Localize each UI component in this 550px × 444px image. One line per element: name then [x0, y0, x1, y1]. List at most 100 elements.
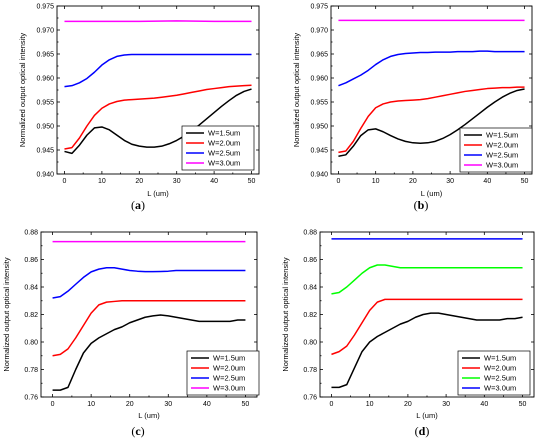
x-tick-label: 30 — [164, 401, 172, 408]
x-tick-label: 10 — [366, 401, 374, 408]
legend-entry: W=2.0um — [208, 139, 240, 148]
y-tick-label: 0.955 — [36, 100, 54, 107]
x-axis-title: L (um) — [147, 189, 169, 198]
y-tick-label: 0.78 — [303, 367, 317, 374]
x-tick-label: 50 — [519, 401, 527, 408]
y-axis-title: Normalized output optical intensity — [2, 257, 11, 371]
y-tick-label: 0.940 — [310, 172, 328, 179]
y-tick-label: 0.86 — [303, 257, 317, 264]
y-axis-title: Normalized output optical intensity — [18, 33, 27, 147]
y-tick-label: 0.84 — [303, 285, 317, 292]
y-tick-label: 0.80 — [303, 340, 317, 347]
panel-d-caption-letter: d — [418, 424, 426, 438]
series-line-w-2-5um — [64, 53, 252, 88]
y-tick-label: 0.960 — [36, 76, 54, 83]
series-line-w-2-0um — [64, 84, 252, 150]
legend-entry: W=2.0um — [484, 364, 516, 373]
x-tick-label: 0 — [330, 401, 334, 408]
x-tick-label: 30 — [446, 178, 454, 185]
y-tick-label: 0.975 — [36, 4, 54, 11]
legend-entry: W=2.5um — [484, 374, 516, 383]
x-tick-label: 0 — [336, 178, 340, 185]
series-line-w-1-5um — [338, 88, 525, 157]
y-tick-label: 0.950 — [310, 124, 328, 131]
legend-entry: W=2.5um — [208, 149, 240, 158]
panel-b-caption-letter: b — [417, 198, 425, 212]
y-tick-label: 0.955 — [310, 100, 328, 107]
legend-entry: W=1.5um — [486, 131, 518, 140]
y-tick-label: 0.950 — [36, 124, 54, 131]
series-line-w-1-5um — [64, 88, 252, 155]
legend-entry: W=3.0um — [484, 384, 516, 393]
legend-entry: W=2.0um — [486, 141, 518, 150]
panel-a-caption-letter: a — [135, 198, 141, 212]
legend-entry: W=3.0um — [213, 384, 245, 393]
y-tick-label: 0.80 — [24, 340, 38, 347]
legend-entry: W=1.5um — [484, 354, 516, 363]
y-tick-label: 0.945 — [36, 148, 54, 155]
x-tick-label: 50 — [242, 401, 250, 408]
x-tick-label: 50 — [521, 178, 529, 185]
legend-entry: W=2.5um — [486, 151, 518, 160]
panel-a-chart: 0 10 20 30 40 50 0.940 0.945 0.950 0.955 0.960 0.96… — [18, 4, 260, 198]
panel-c-caption: (c) — [131, 424, 145, 438]
legend-entry: W=3.0um — [486, 161, 518, 170]
x-tick-label: 20 — [404, 401, 412, 408]
x-tick-label: 40 — [483, 178, 491, 185]
legend-entry: W=3.0um — [208, 159, 240, 168]
series-line-w-2-0um — [331, 298, 523, 356]
x-tick-label: 10 — [372, 178, 380, 185]
y-tick-label: 0.88 — [303, 230, 317, 237]
y-tick-label: 0.940 — [36, 172, 54, 179]
x-tick-label: 20 — [126, 401, 134, 408]
y-tick-label: 0.970 — [36, 28, 54, 35]
x-tick-label: 10 — [87, 401, 95, 408]
x-axis-title: L (um) — [138, 411, 160, 420]
x-tick-label: 40 — [210, 178, 218, 185]
legend-entry: W=1.5um — [213, 354, 245, 363]
series-line-w-1-5um — [331, 312, 523, 389]
y-tick-label: 0.975 — [310, 4, 328, 11]
legend-entry: W=2.5um — [213, 374, 245, 383]
x-tick-label: 20 — [135, 178, 143, 185]
panel-b-caption: (b) — [413, 198, 429, 212]
x-tick-label: 30 — [442, 401, 450, 408]
y-tick-label: 0.76 — [303, 395, 317, 402]
legend-entry: W=2.0um — [213, 364, 245, 373]
panel-b-chart: 0 10 20 30 40 50 0.940 0.945 0.950 0.955 0.960 0.96… — [292, 4, 533, 198]
y-axis-title: Normalized output optical intensity — [292, 33, 301, 147]
series-line-w-2-5um — [331, 264, 523, 295]
legend-entry: W=1.5um — [208, 129, 240, 138]
x-tick-label: 50 — [248, 178, 256, 185]
y-tick-label: 0.82 — [303, 312, 317, 319]
panel-d-chart: 0 10 20 30 40 50 0.76 0.78 0.80 0.82 0.84 0.86 0.88 L… — [281, 230, 535, 420]
y-tick-label: 0.82 — [24, 312, 38, 319]
y-tick-label: 0.76 — [24, 395, 38, 402]
y-tick-label: 0.88 — [24, 230, 38, 237]
series-line-w-2-5um — [52, 267, 246, 299]
series-line-w-2-5um — [338, 50, 525, 87]
y-axis-title: Normalized output optical intensity — [281, 257, 290, 371]
x-tick-label: 0 — [51, 401, 55, 408]
x-axis-title: L (um) — [421, 189, 443, 198]
panel-c-chart: 0 10 20 30 40 50 0.76 0.78 0.80 0.82 0.84 0.86 0.88 L… — [2, 230, 260, 420]
x-tick-label: 40 — [480, 401, 488, 408]
x-tick-label: 40 — [203, 401, 211, 408]
y-tick-label: 0.945 — [310, 148, 328, 155]
y-tick-label: 0.970 — [310, 28, 328, 35]
y-tick-label: 0.86 — [24, 257, 38, 264]
y-tick-label: 0.78 — [24, 367, 38, 374]
panel-c-caption-letter: c — [135, 424, 141, 438]
panel-a-caption: (a) — [131, 198, 145, 212]
series-line-w-2-0um — [338, 86, 525, 154]
y-tick-label: 0.84 — [24, 285, 38, 292]
y-tick-label: 0.965 — [310, 52, 328, 59]
series-line-w-2-0um — [52, 300, 246, 357]
y-tick-label: 0.965 — [36, 52, 54, 59]
x-tick-label: 0 — [63, 178, 67, 185]
y-tick-label: 0.960 — [310, 76, 328, 83]
x-tick-label: 20 — [409, 178, 417, 185]
panel-d-caption: (d) — [414, 424, 430, 438]
series-line-w-1-5um — [52, 314, 246, 391]
